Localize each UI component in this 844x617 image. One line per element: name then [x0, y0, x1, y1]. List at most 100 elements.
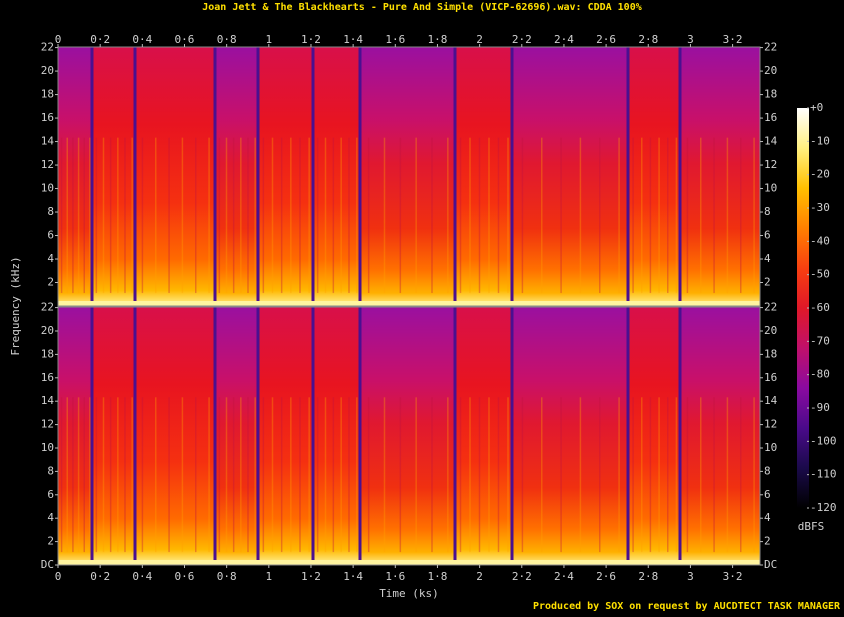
- y-tick-label: 22: [41, 301, 54, 314]
- spectrum-streak: [141, 397, 144, 553]
- spectrum-streak: [131, 137, 133, 294]
- spectrum-segment: [680, 307, 760, 565]
- x-tick-label: 0·4: [132, 33, 152, 46]
- track-gap: [678, 47, 682, 306]
- y-tick-label: 4: [47, 252, 54, 265]
- x-tick-label: 2·8: [638, 570, 658, 583]
- y-tick-label: 4: [47, 511, 54, 524]
- colorbar-tick-label: +0: [810, 101, 823, 114]
- spectrum-streak: [332, 397, 335, 553]
- colorbar: [797, 108, 809, 508]
- spectrum-streak: [324, 397, 327, 553]
- y-tick-label: DC: [41, 558, 54, 571]
- spectrum-streak: [415, 137, 417, 294]
- track-gap: [256, 307, 260, 565]
- track-gap: [358, 307, 362, 565]
- spectrum-streak: [308, 397, 310, 553]
- y-tick-label: 6: [47, 488, 54, 501]
- y-tick-label: 14: [41, 394, 55, 407]
- spectrum-streak: [560, 397, 562, 553]
- spectrum-streak: [431, 137, 433, 294]
- spectrum-segment: [628, 307, 680, 565]
- spectrum-streak: [117, 397, 119, 553]
- track-gap: [133, 47, 137, 306]
- x-tick-label: 0·8: [217, 570, 237, 583]
- y-tick-label: 12: [41, 158, 54, 171]
- y-tick-label: 16: [764, 111, 777, 124]
- x-tick-label: 2·2: [512, 570, 532, 583]
- spectrum-streak: [77, 137, 80, 294]
- spectrum-streak: [155, 397, 157, 553]
- track-gap: [311, 47, 315, 306]
- colorbar-tick-label: -10: [810, 134, 830, 147]
- y-tick-label: 2: [764, 276, 771, 289]
- spectrum-streak: [247, 137, 249, 294]
- spectrum-streak: [618, 137, 620, 294]
- x-tick-label: 1·8: [428, 570, 448, 583]
- spectrum-streak: [332, 137, 335, 294]
- y-tick-label: 14: [41, 135, 55, 148]
- spectrum-streak: [168, 397, 170, 553]
- spectrum-streak: [599, 137, 601, 294]
- spectrum-streak: [447, 397, 449, 553]
- spectrum-streak: [271, 397, 274, 553]
- spectrum-streak: [469, 397, 471, 553]
- x-tick-label: 3: [687, 33, 694, 46]
- y-tick-label: 22: [764, 301, 777, 314]
- y-tick-label: 2: [764, 535, 771, 548]
- spectrum-segment: [92, 307, 135, 565]
- spectrum-streak: [521, 137, 524, 294]
- y-tick-label: 18: [764, 88, 777, 101]
- spectrum-streak: [658, 137, 660, 294]
- x-tick-label: 1: [265, 570, 272, 583]
- track-gap: [510, 307, 514, 565]
- spectrum-streak: [497, 137, 500, 294]
- spectrum-streak: [541, 397, 543, 553]
- spectrum-streak: [488, 137, 490, 294]
- spectrum-streak: [541, 137, 543, 294]
- spectrum-streak: [497, 397, 500, 553]
- spectrum-streak: [367, 137, 370, 294]
- y-tick-label: 10: [41, 182, 54, 195]
- spectrum-segment: [58, 47, 92, 306]
- y-tick-label: 12: [764, 158, 777, 171]
- y-tick-label: 22: [764, 41, 777, 54]
- spectrum-streak: [72, 137, 74, 294]
- y-tick-label: 16: [764, 371, 777, 384]
- spectrum-segment: [455, 47, 512, 306]
- spectrum-streak: [83, 137, 85, 294]
- spectrum-segment: [313, 47, 360, 306]
- title: Joan Jett & The Blackhearts - Pure And S…: [202, 1, 642, 13]
- x-tick-label: 0·8: [217, 33, 237, 46]
- y-tick-label: 14: [764, 394, 778, 407]
- spectrum-streak: [713, 137, 715, 294]
- x-axis-label: Time (ks): [379, 587, 439, 600]
- y-axis-label: Frequency (kHz): [9, 256, 22, 355]
- spectrum-streak: [124, 137, 126, 294]
- spectrum-streak: [60, 397, 63, 553]
- x-tick-label: 1·6: [385, 570, 405, 583]
- spectrum-segment: [215, 47, 258, 306]
- y-tick-label: 20: [764, 64, 777, 77]
- y-tick-label: 6: [764, 488, 771, 501]
- spectrum-streak: [109, 137, 112, 294]
- spectrum-streak: [181, 137, 184, 294]
- spectrum-streak: [117, 137, 119, 294]
- spectrum-streak: [299, 397, 301, 553]
- y-tick-label: 18: [41, 88, 54, 101]
- spectrum-streak: [356, 397, 358, 553]
- spectrum-streak: [675, 137, 678, 294]
- spectrum-streak: [232, 137, 235, 294]
- footer: Produced by SOX on request by AUCDTECT T…: [533, 601, 841, 612]
- x-tick-label: 1·2: [301, 33, 321, 46]
- spectrum-segment: [628, 47, 680, 306]
- spectrum-streak: [308, 137, 310, 294]
- spectrum-streak: [579, 137, 582, 294]
- spectrum-streak: [469, 137, 471, 294]
- x-tick-label: 0·4: [132, 570, 152, 583]
- spectrum-streak: [478, 397, 481, 553]
- spectrum-streak: [667, 137, 669, 294]
- spectrum-streak: [649, 397, 652, 553]
- y-tick-label: 10: [764, 182, 777, 195]
- spectrum-segment: [512, 47, 628, 306]
